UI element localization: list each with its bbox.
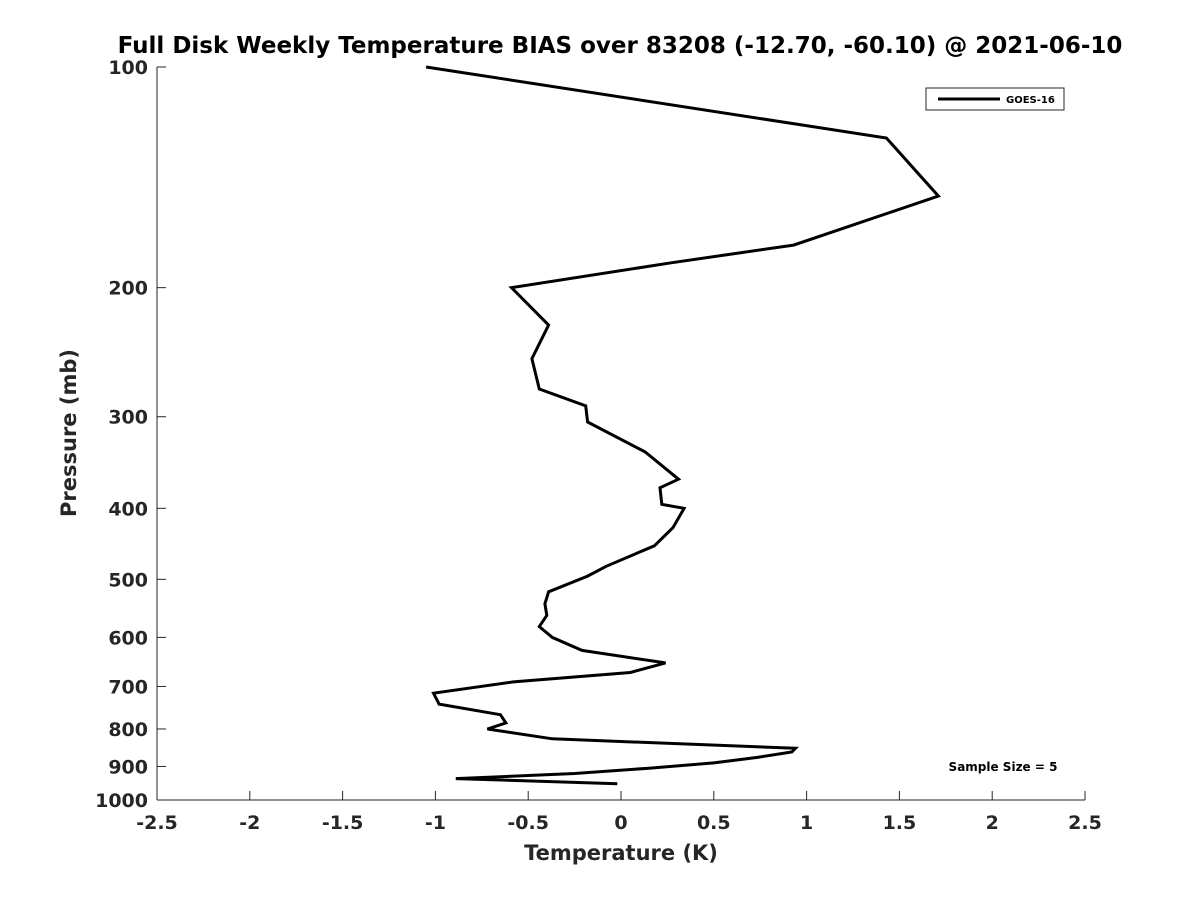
y-tick-label: 400 [108,498,148,520]
x-tick-label: 0.5 [697,812,731,834]
y-tick-label: 900 [108,756,148,778]
x-tick-label: -2.5 [136,812,178,834]
legend: GOES-16 [925,87,1065,111]
x-tick-label: 1 [800,812,813,834]
y-tick-label: 800 [108,719,148,741]
chart-title: Full Disk Weekly Temperature BIAS over 8… [118,33,1123,59]
plot-area [157,67,1085,800]
series-line-goes-16 [425,65,942,786]
y-tick-label: 300 [108,407,148,429]
x-tick-label: -0.5 [507,812,549,834]
y-tick-label: 1000 [95,790,148,812]
y-tick-label: 600 [108,627,148,649]
x-tick-label: -1 [425,812,446,834]
x-tick-label: 1.5 [883,812,917,834]
x-tick-label: 0 [614,812,627,834]
x-tick-label: 2.5 [1068,812,1102,834]
x-tick-label: 2 [986,812,999,834]
y-tick-label: 500 [108,569,148,591]
y-tick-label: 700 [108,676,148,698]
y-tick-label: 200 [108,278,148,300]
sample-size-annotation: Sample Size = 5 [949,760,1058,774]
x-axis-label: Temperature (K) [524,841,718,865]
x-tick-label: -2 [239,812,260,834]
legend-label: GOES-16 [1006,95,1055,106]
axes: -2.5 -2 -1.5 -1 -0.5 0 0.5 1 1.5 2 2.5 100 200 300 400… [95,57,1102,834]
x-tick-label: -1.5 [322,812,364,834]
series-layer [425,65,942,786]
y-axis-label: Pressure (mb) [57,349,81,517]
y-tick-label: 100 [108,57,148,79]
